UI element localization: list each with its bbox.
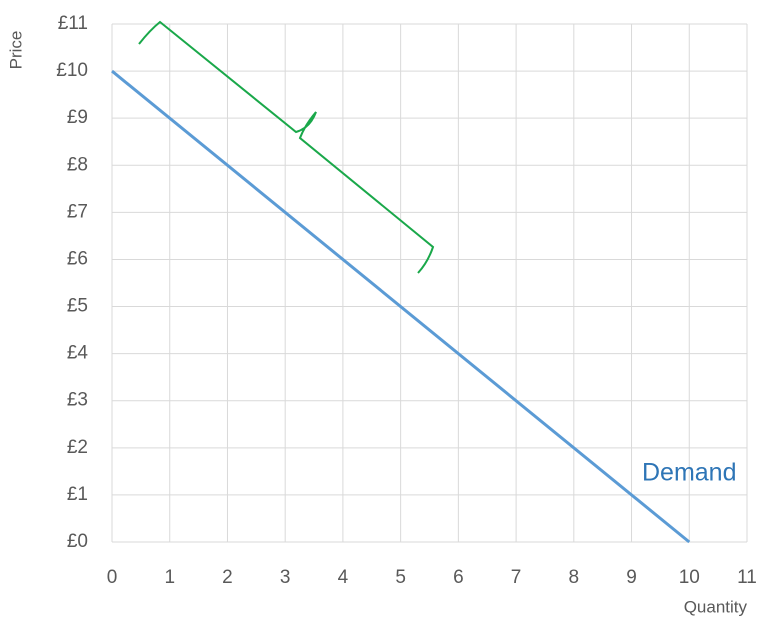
x-tick-label: 11: [737, 567, 757, 588]
x-tick-label: 9: [626, 567, 637, 588]
x-tick-label: 5: [395, 567, 406, 588]
x-tick-label: 3: [280, 567, 291, 588]
x-tick-label: 0: [107, 567, 118, 588]
x-tick-label: 10: [679, 567, 700, 588]
y-tick-label: £6: [67, 248, 88, 269]
y-tick-label: £1: [67, 484, 88, 505]
y-tick-label: £3: [67, 390, 88, 411]
y-tick-label: £11: [58, 13, 88, 34]
y-tick-label: £0: [67, 531, 88, 552]
x-tick-label: 6: [453, 567, 464, 588]
brace: [138, 20, 435, 274]
y-axis-label: Price: [6, 31, 25, 70]
y-tick-label: £7: [67, 201, 88, 222]
series-label: Demand: [642, 459, 737, 487]
y-tick-label: £4: [67, 343, 89, 364]
x-tick-label: 2: [222, 567, 233, 588]
line-series: [111, 69, 691, 544]
y-tick-label: £5: [67, 296, 88, 317]
x-tick-label: 8: [569, 567, 580, 588]
x-axis-label: Quantity: [684, 597, 748, 616]
x-tick-label: 1: [164, 567, 175, 588]
x-tick-label: 4: [338, 567, 349, 588]
y-tick-label: £10: [56, 60, 88, 81]
y-tick-label: £9: [67, 107, 88, 128]
y-tick-label: £8: [67, 154, 88, 175]
y-tick-label: £2: [67, 437, 88, 458]
x-tick-label: 7: [511, 567, 522, 588]
